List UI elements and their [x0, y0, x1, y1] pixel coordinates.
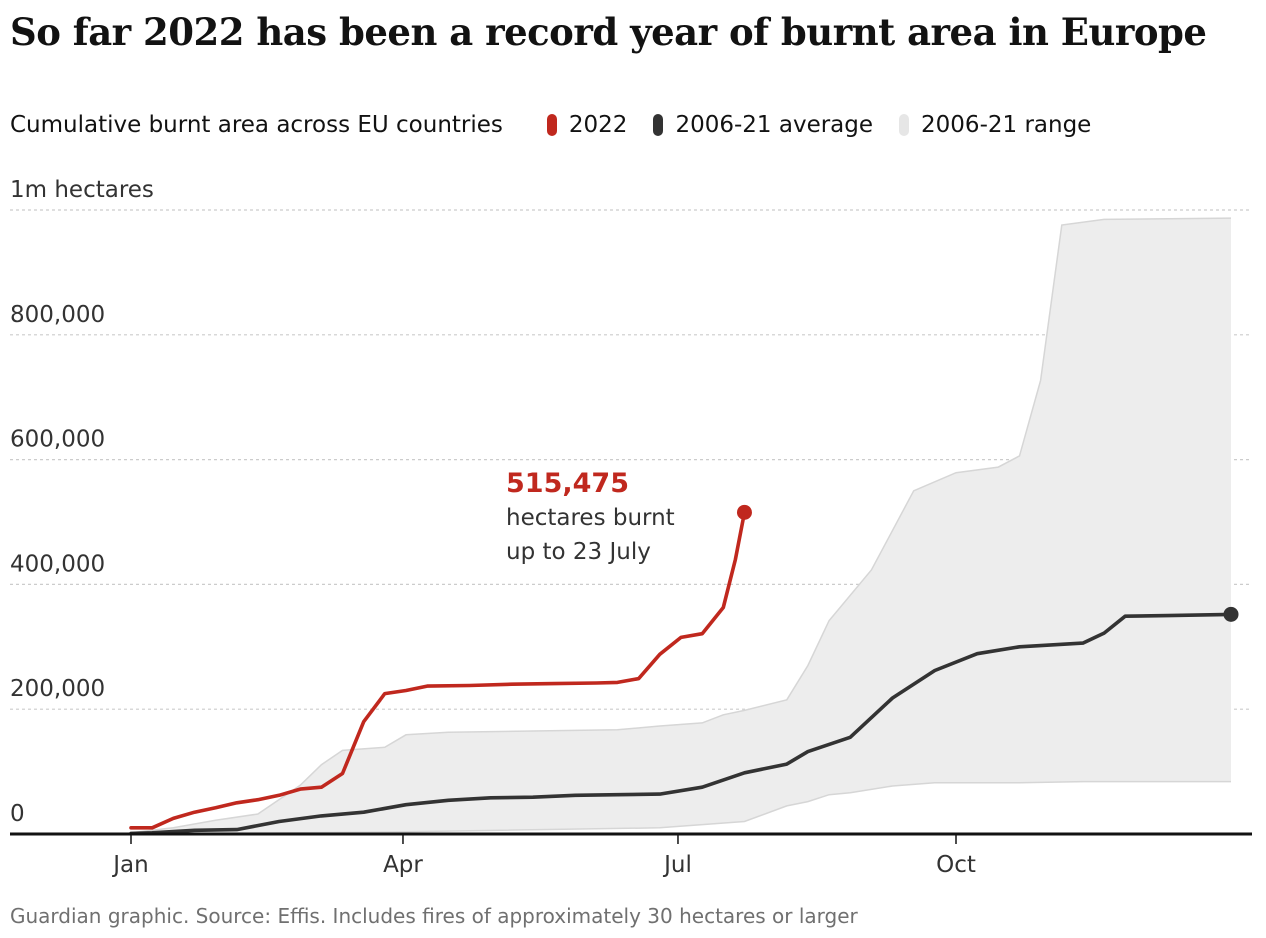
legend-label-average: 2006-21 average — [675, 112, 874, 138]
series-line-2006-21-average — [129, 612, 1233, 836]
series-2006-21-range-upper — [130, 217, 1232, 834]
x-tick-label-oct: Oct — [936, 852, 976, 878]
series-line-2022 — [129, 510, 747, 830]
chart-plot: 0 200,000 400,000 600,000 800,000 1m hectares… — [10, 177, 1252, 878]
series-2006-21-range-area — [131, 218, 1231, 835]
y-tick-label-0: 0 — [10, 801, 25, 827]
series-end-marker-2006-21-average — [1223, 606, 1239, 622]
legend-item-2022: 2022 — [546, 112, 628, 138]
legend-swatch-range — [899, 114, 910, 136]
x-tick-label-jan: Jan — [111, 852, 148, 878]
chart-subtitle: Cumulative burnt area across EU countrie… — [10, 112, 503, 138]
x-tick-label-jul: Jul — [662, 852, 692, 878]
y-tick-label-1m-hectares: 1m hectares — [10, 177, 154, 203]
legend-item-average: 2006-21 average — [653, 112, 873, 138]
legend-swatch-2022 — [546, 114, 557, 136]
series-end-marker-2022 — [736, 504, 752, 520]
annotation-value: 515,475 — [506, 468, 629, 499]
y-axis-ticks: 0 200,000 400,000 600,000 800,000 1m hectares — [10, 177, 154, 827]
legend-item-range: 2006-21 range — [899, 112, 1091, 138]
annotation-line-1: hectares burnt — [506, 505, 675, 531]
y-tick-label-400-000: 400,000 — [10, 551, 105, 577]
x-tick-label-apr: Apr — [383, 852, 423, 878]
series-lines — [129, 504, 1239, 836]
y-tick-label-600-000: 600,000 — [10, 427, 105, 453]
range-band-layer — [130, 217, 1232, 835]
y-tick-label-800-000: 800,000 — [10, 302, 105, 328]
legend: Cumulative burnt area across EU countrie… — [10, 108, 1117, 142]
footer-source: Guardian graphic. Source: Effis. Include… — [10, 904, 858, 928]
series-2006-21-range-lower — [130, 780, 1231, 835]
annotation-2022: 515,475 hectares burnt up to 23 July — [506, 468, 675, 565]
legend-swatch-average — [653, 114, 664, 136]
chart-title: So far 2022 has been a record year of bu… — [10, 10, 1207, 54]
legend-label-2022: 2022 — [568, 112, 628, 138]
annotation-line-2: up to 23 July — [506, 539, 651, 565]
x-axis: Jan Apr Jul Oct — [10, 832, 1252, 878]
y-tick-label-200-000: 200,000 — [10, 676, 105, 702]
legend-label-range: 2006-21 range — [921, 112, 1092, 138]
